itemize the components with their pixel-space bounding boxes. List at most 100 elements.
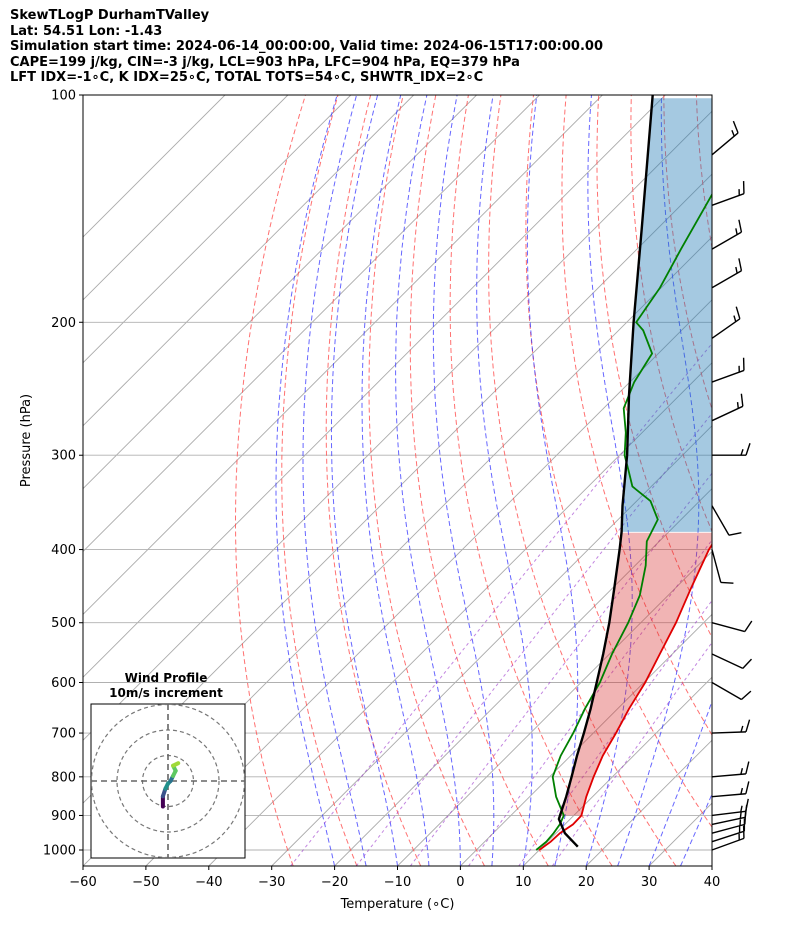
isotherm-line xyxy=(83,95,603,616)
isotherm-line xyxy=(83,110,712,741)
wind-barb-flag xyxy=(742,658,753,669)
isotherm-line xyxy=(460,613,712,866)
wind-barb-half xyxy=(740,787,744,795)
temperature-line xyxy=(538,543,712,851)
time-text: Simulation start time: 2024-06-14_00:00:… xyxy=(10,39,603,54)
x-tick-label: 40 xyxy=(704,875,721,890)
wind-barb-flag xyxy=(742,181,745,194)
dry-adiabat-line xyxy=(488,95,677,866)
wind-barb-shaft xyxy=(711,193,745,206)
wind-barb-shaft xyxy=(711,231,742,250)
y-tick-label: 100 xyxy=(51,89,76,104)
wind-barb-shaft xyxy=(711,816,746,826)
wind-barb-flag xyxy=(728,531,742,536)
inset-subtitle: 10m/s increment xyxy=(109,686,223,700)
dry-adiabat-line xyxy=(525,95,712,829)
dry-adiabat-line xyxy=(409,95,549,866)
wind-barb-shaft xyxy=(711,773,746,778)
dry-adiabat-line xyxy=(235,95,306,866)
mixing-ratio-line xyxy=(551,641,712,866)
wind-barb xyxy=(711,798,749,817)
wind-barb-shaft xyxy=(711,837,745,851)
indices-text-1: CAPE=199 j/kg, CIN=-3 j/kg, LCL=903 hPa,… xyxy=(10,54,520,70)
wind-barb-half xyxy=(739,819,742,826)
x-axis-title: Temperature (∘C) xyxy=(340,897,455,912)
x-tick-label: 20 xyxy=(578,875,595,890)
moist-adiabat-line xyxy=(585,95,633,866)
wind-barb-half xyxy=(740,449,744,456)
isotherm-line xyxy=(83,95,415,427)
wind-barb-flag xyxy=(745,798,749,812)
isotherm-line xyxy=(711,865,712,866)
mixing-ratio-line xyxy=(409,472,712,866)
dewpoint-line xyxy=(535,192,712,851)
wind-barb-shaft xyxy=(711,731,747,734)
mixing-ratio-line xyxy=(468,539,712,866)
wind-barb-half xyxy=(735,266,738,274)
y-axis-title: Pressure (hPa) xyxy=(19,394,34,487)
wind-barb xyxy=(711,219,743,250)
dry-adiabat-line xyxy=(449,95,613,866)
moist-adiabat-line xyxy=(330,95,398,866)
isotherm-line xyxy=(271,425,712,866)
moist-adiabat-line xyxy=(711,864,712,866)
moist-adiabat-line xyxy=(302,95,367,866)
y-tick-label: 200 xyxy=(51,316,76,331)
wind-barb-shaft xyxy=(711,405,744,422)
wind-barb-shaft xyxy=(711,653,744,669)
wind-barb xyxy=(711,719,751,734)
y-tick-label: 900 xyxy=(51,809,76,824)
dry-adiabat-line xyxy=(561,95,712,736)
wind-barb xyxy=(711,181,745,206)
moist-adiabat-line xyxy=(361,95,430,866)
y-tick-label: 600 xyxy=(51,676,76,691)
wind-barb-flag xyxy=(738,258,743,271)
wind-barb-flag xyxy=(735,306,741,319)
isotherm-line xyxy=(83,95,477,490)
isotherm-line xyxy=(522,676,712,866)
hodograph-segment xyxy=(171,761,181,768)
moist-adiabat-line xyxy=(680,792,712,866)
wind-barb-flag xyxy=(745,719,751,733)
isotherm-line xyxy=(83,95,226,238)
moist-adiabat-line xyxy=(395,95,461,866)
wind-barb-shaft xyxy=(711,270,742,289)
wind-barb-shaft xyxy=(711,681,742,701)
x-tick-label: 30 xyxy=(641,875,658,890)
wind-barb-half xyxy=(733,315,737,322)
wind-barb xyxy=(711,120,739,156)
inset-content xyxy=(91,704,245,858)
wind-barb-half xyxy=(740,805,743,813)
x-tick-label: −50 xyxy=(132,875,159,890)
wind-barb xyxy=(711,653,753,669)
wind-barb-half xyxy=(740,725,744,733)
dry-adiabat-line xyxy=(729,95,794,866)
mixing-ratio-line xyxy=(290,342,712,866)
y-tick-label: 700 xyxy=(51,727,76,742)
wind-barb-shaft xyxy=(711,318,741,339)
x-tick-label: −10 xyxy=(384,875,411,890)
dry-adiabat-line xyxy=(596,95,712,639)
chart-header: SkewTLogP DurhamTValley Lat: 54.51 Lon: … xyxy=(10,8,603,86)
wind-barb-half xyxy=(731,130,735,137)
wind-barb-half xyxy=(738,189,740,196)
moist-adiabat-line xyxy=(275,95,338,866)
isotherm-line xyxy=(145,299,712,866)
wind-barb-shaft xyxy=(711,830,745,843)
x-tick-label: −30 xyxy=(258,875,285,890)
wind-barb-shaft xyxy=(711,132,739,156)
wind-barb-shaft xyxy=(711,622,746,633)
dry-adiabat-line xyxy=(663,95,712,411)
wind-barb xyxy=(711,620,753,633)
cin-area xyxy=(560,532,712,816)
dry-adiabat-line xyxy=(762,95,794,866)
y-tick-label: 800 xyxy=(51,770,76,785)
wind-barb-half xyxy=(735,228,738,235)
isotherm-line xyxy=(83,95,666,678)
wind-barb-half xyxy=(739,812,742,819)
dry-adiabat-line xyxy=(368,95,485,866)
wind-barb-shaft xyxy=(711,505,730,536)
wind-barb-flag xyxy=(740,690,752,701)
chart-title: SkewTLogP DurhamTValley xyxy=(10,8,210,23)
moist-adiabat-line xyxy=(476,95,533,866)
